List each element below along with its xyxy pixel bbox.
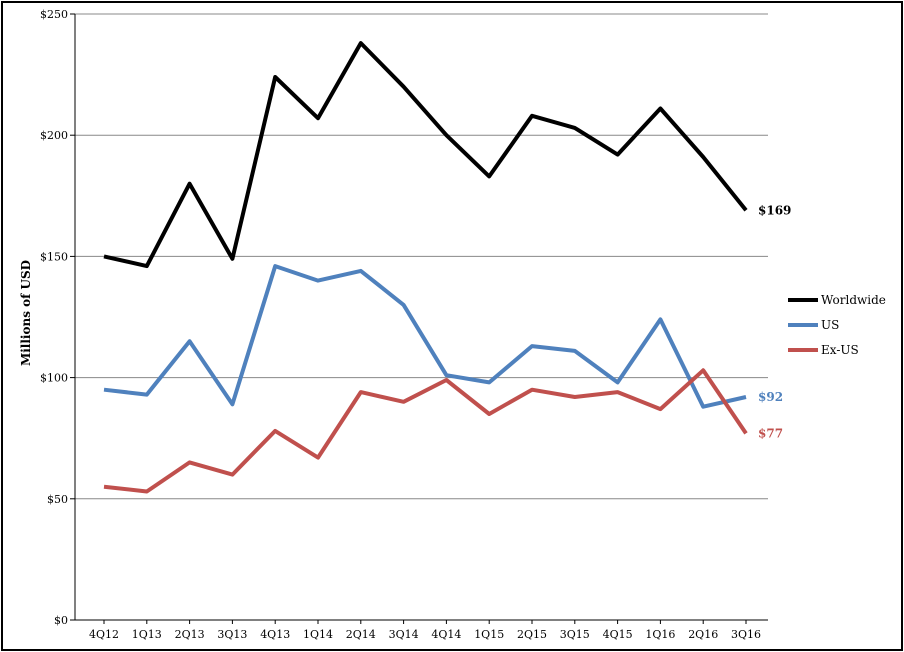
y-tick-label: $150 [40, 250, 68, 263]
end-value-label: $169 [758, 203, 791, 217]
end-labels: $169 $92 $77 [758, 203, 791, 440]
x-tick-label: 1Q16 [645, 628, 675, 641]
x-tick-label: 2Q14 [346, 628, 376, 641]
end-value-label: $92 [758, 390, 783, 404]
x-tick-label: 1Q14 [303, 628, 333, 641]
series-line-ex-us [103, 368, 748, 494]
x-tick-label: 1Q15 [474, 628, 504, 641]
x-tick-label: 2Q16 [688, 628, 718, 641]
series-line-us [103, 264, 747, 409]
x-tick-label: 4Q14 [431, 628, 461, 641]
x-tick-label: 1Q13 [132, 628, 162, 641]
y-tick-label: $0 [54, 614, 68, 627]
gridlines [75, 13, 768, 621]
y-tick-label: $200 [40, 129, 68, 142]
series-line-worldwide [103, 41, 748, 269]
y-axis-label: Millions of USD [19, 260, 33, 366]
x-tick-label: 2Q15 [517, 628, 547, 641]
x-tick-label: 3Q13 [217, 628, 247, 641]
legend-label: US [821, 318, 839, 332]
y-tick-label: $50 [47, 493, 68, 506]
x-tick-label: 3Q14 [389, 628, 419, 641]
legend-label: Worldwide [821, 293, 886, 307]
y-tick-label: $250 [40, 8, 68, 21]
x-tick-label: 3Q15 [560, 628, 590, 641]
x-tick-label: 4Q13 [260, 628, 290, 641]
x-tick-label: 4Q15 [603, 628, 633, 641]
y-axis-ticks: $0 $50 $100 $150 $200 $250 [40, 8, 76, 627]
x-tick-label: 3Q16 [731, 628, 761, 641]
x-axis-ticks: 4Q12 1Q13 2Q13 3Q13 4Q13 1Q14 2Q14 3Q14 4Q14 1Q15… [89, 620, 761, 641]
legend-label: Ex-US [821, 343, 859, 357]
x-tick-label: 2Q13 [175, 628, 205, 641]
y-tick-label: $100 [40, 372, 68, 385]
series-lines [103, 41, 748, 494]
x-tick-label: 4Q12 [89, 628, 119, 641]
end-value-label: $77 [758, 426, 783, 440]
legend: Worldwide US Ex-US [788, 293, 886, 357]
